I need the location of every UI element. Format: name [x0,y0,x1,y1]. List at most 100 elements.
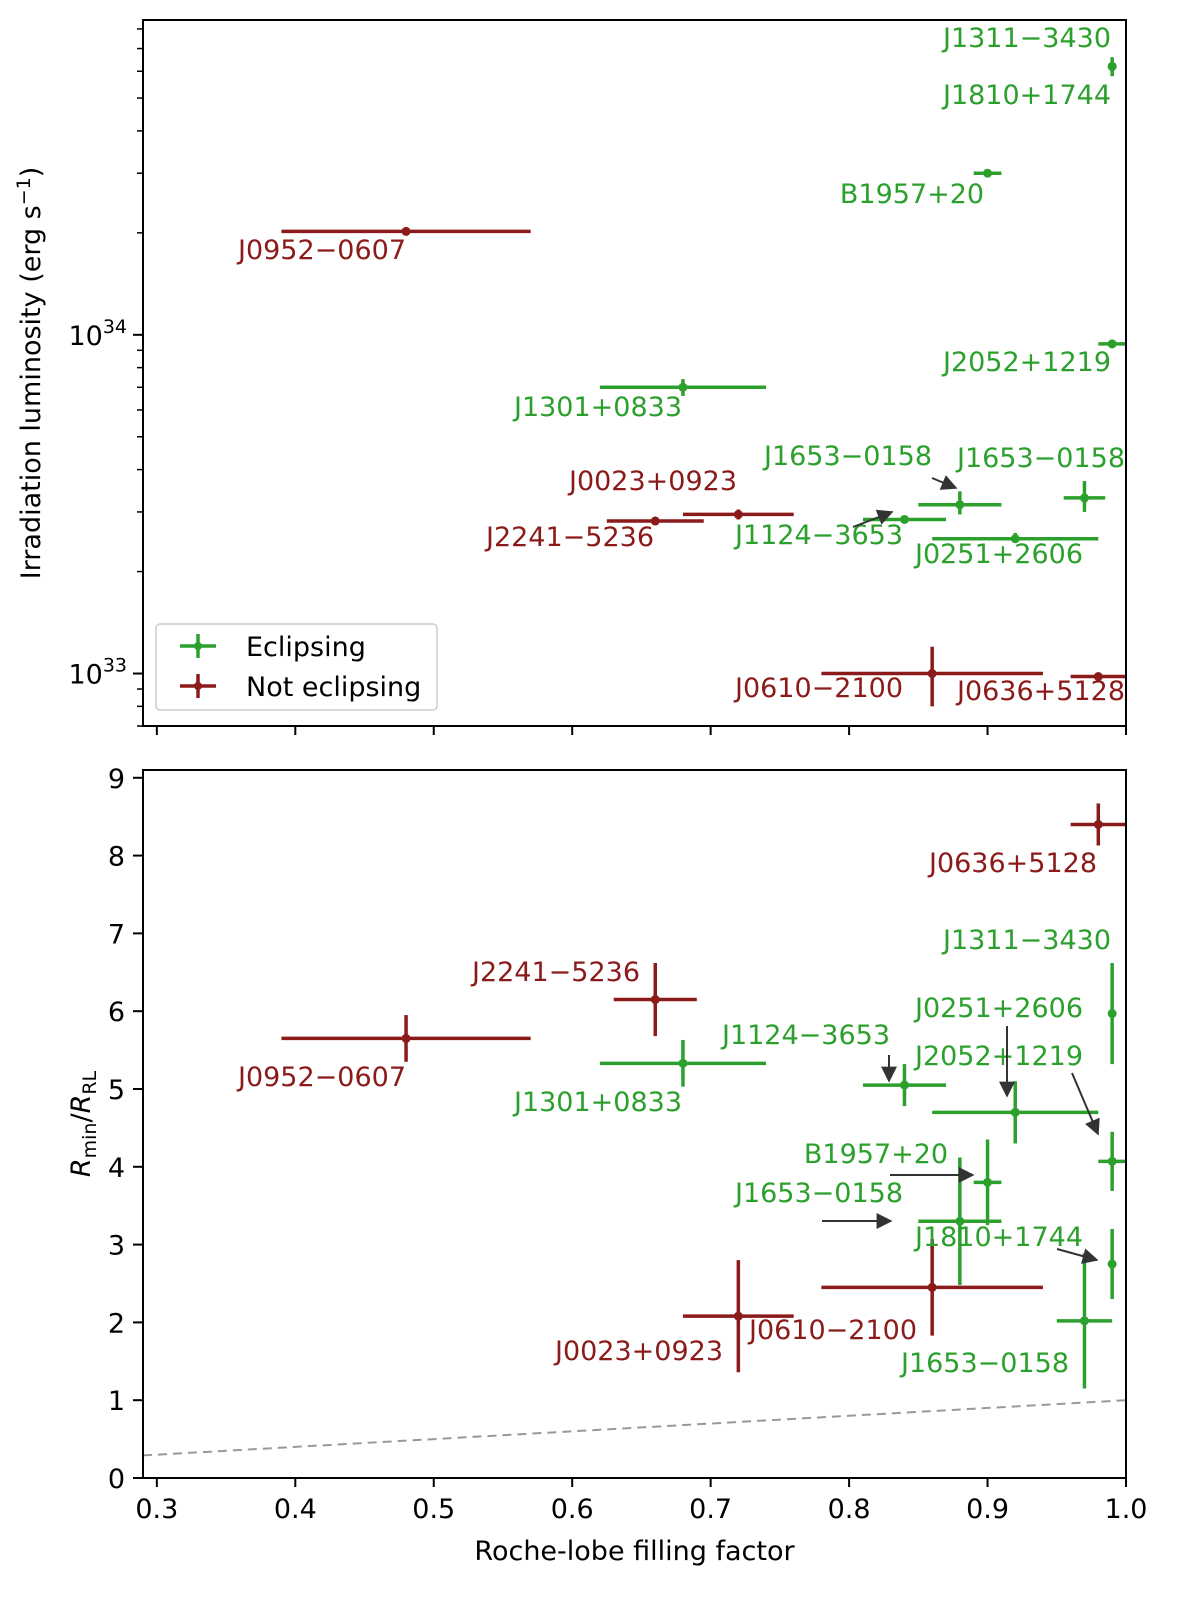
point-j2241m5236 [613,962,697,1037]
label-j1124m3653: J1124−3653 [733,520,903,551]
data-marker [401,226,411,236]
top-data-series [281,57,1126,707]
y-tick-label: 9 [108,764,125,795]
data-marker [1093,672,1103,682]
data-marker [1107,1259,1117,1269]
data-marker [1010,1107,1020,1117]
point-j1301p0833 [599,379,767,396]
point-j2241m5236 [606,516,704,526]
data-marker [1107,339,1117,349]
data-marker [678,1058,688,1068]
legend-box [155,623,438,711]
bottom-data-series [281,803,1126,1389]
label-j1311m3430: J1311−3430 [941,925,1111,956]
data-marker [678,382,688,392]
bottom-y-tick-labels: 0 1 2 3 4 5 6 7 8 9 [108,764,125,1495]
label-j0952m0607: J0952−0607 [236,235,406,266]
label-j1810p1744: J1810+1744 [913,1222,1083,1253]
top-y-axis-label: Irradiation luminosity (erg s−1) [13,167,47,580]
point-j1124m3653 [862,1064,947,1107]
data-marker [401,1033,411,1043]
point-j1301p0833 [599,1039,767,1087]
point-j0610m2100 [821,1239,1043,1336]
point-j0952m0607 [281,1015,531,1062]
data-marker [1107,1009,1117,1019]
reference-dashed-line [142,1399,1127,1457]
point-b1957p20 [973,1139,1002,1226]
y-tick-label: 3 [108,1231,125,1262]
legend: Eclipsing Not eclipsing [155,623,438,711]
x-tick-label: 0.9 [966,1494,1009,1525]
data-marker [650,516,660,526]
x-tick-label: 1.0 [1105,1494,1148,1525]
y-tick-label: 6 [108,997,125,1028]
label-j2052p1219: J2052+1219 [913,1041,1083,1072]
point-j2052p1219 [1098,1131,1126,1191]
data-marker [983,1177,993,1187]
label-j1653m0158: J1653−0158 [733,1178,903,1209]
x-tick-label: 0.8 [828,1494,871,1525]
y-tick-label: 5 [108,1075,125,1106]
y-tick-label: 8 [108,842,125,873]
point-j2052p1219 [1098,339,1126,349]
data-marker [927,669,937,679]
top-y-tick-exp: 34 [103,316,127,338]
label-j2241m5236: J2241−5236 [470,957,640,988]
data-marker [1079,1316,1089,1326]
ylabel-den: R [66,1095,97,1114]
top-y-axis-label-exponent: −1 [13,177,35,205]
label-j0636p5128: J0636+5128 [955,676,1125,707]
y-tick-label: 4 [108,1153,125,1184]
label-j1653m0158: J1653−0158 [955,443,1125,474]
y-tick-label: 0 [108,1464,125,1495]
bottom-point-labels: J0636+5128 J1311−3430 J2241−5236 J0251+2606… [236,848,1111,1379]
point-j1653m0158 [918,491,1002,515]
pointer-arrow [1071,1072,1100,1136]
label-j0610m2100: J0610−2100 [747,1315,917,1346]
x-axis-label: Roche-lobe filling factor [474,1536,795,1567]
data-marker [733,509,743,519]
label-b1957p20: B1957+20 [840,179,984,210]
data-marker [1079,493,1089,503]
pointer-arrow [852,509,894,528]
x-tick-labels: 0.3 0.4 0.5 0.6 0.7 0.8 0.9 1.0 [135,1494,1147,1525]
point-b1957p20 [973,168,1002,178]
x-tick-label: 0.4 [274,1494,317,1525]
data-marker [955,500,965,510]
top-y-tick-label: 1033 [68,655,127,691]
label-j1810p1744: J1810+1744 [941,80,1111,111]
x-tick-label: 0.3 [135,1494,178,1525]
point-j0636p5128 [1070,672,1126,682]
label-j0023p0923: J0023+0923 [567,466,737,497]
label-j1653m0158: J1653−0158 [899,1348,1069,1379]
data-marker [650,995,660,1005]
label-j1301p0833: J1301+0833 [512,392,682,423]
top-plot-frame [142,19,1127,727]
legend-label: Not eclipsing [246,672,421,703]
legend-entry-eclipsing: Eclipsing [180,632,366,663]
ylabel-sep: / [66,1113,97,1123]
top-y-axis-label-main: Irradiation luminosity (erg s [16,205,47,579]
label-j0952m0607: J0952−0607 [236,1062,406,1093]
label-j0251p2606: J0251+2606 [913,539,1083,570]
data-marker [1093,819,1103,829]
point-j0251p2606 [932,532,1099,544]
top-y-tick-base: 10 [68,321,102,352]
top-annotation-arrows [852,475,958,528]
top-y-tick-label: 1034 [68,316,127,352]
data-marker [1107,1156,1117,1166]
series-not-eclipsing [281,226,1126,707]
label-j0251p2606: J0251+2606 [913,993,1083,1024]
label-j2241m5236: J2241−5236 [484,522,654,553]
y-tick-label: 1 [108,1386,125,1417]
bottom-y-axis-label: Rmin/RRL [66,1070,101,1177]
point-j0952m0607 [281,226,531,236]
label-j1301p0833: J1301+0833 [512,1087,682,1118]
label-j1124m3653: J1124−3653 [720,1020,890,1051]
point-j0610m2100 [821,646,1043,707]
label-j1311m3430: J1311−3430 [941,23,1111,54]
ylabel-num: R [66,1158,97,1177]
legend-label: Eclipsing [246,632,366,663]
y-tick-label: 2 [108,1308,125,1339]
data-marker [733,1311,743,1321]
